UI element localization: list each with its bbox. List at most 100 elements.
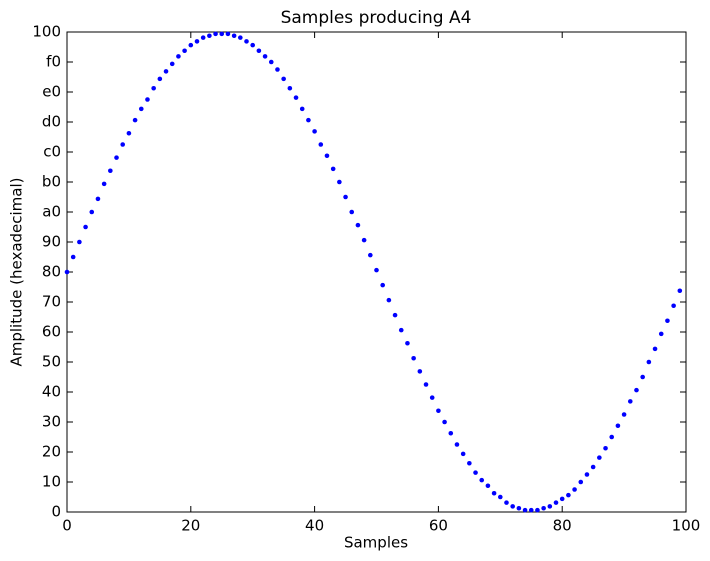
data-point: [312, 129, 317, 134]
data-point: [256, 48, 262, 54]
data-point: [163, 69, 169, 74]
data-point: [572, 487, 577, 492]
y-tick-label: 30: [42, 413, 61, 431]
data-point: [528, 507, 534, 513]
data-point: [646, 359, 652, 365]
data-point: [491, 490, 497, 496]
data-point: [293, 95, 299, 100]
data-point: [368, 252, 373, 258]
data-point: [460, 451, 466, 457]
y-tick-label: 0: [51, 503, 61, 521]
data-point: [238, 35, 243, 40]
data-point: [479, 477, 485, 483]
x-tick-label: 0: [62, 517, 72, 535]
data-point: [275, 67, 280, 72]
data-point: [423, 382, 429, 387]
data-point: [429, 395, 435, 400]
data-point: [182, 48, 187, 54]
data-point: [473, 470, 478, 475]
data-point: [392, 312, 398, 318]
y-tick-label: e0: [42, 83, 61, 101]
y-tick-label: 90: [42, 233, 61, 251]
data-point: [89, 209, 95, 215]
data-point: [95, 196, 101, 202]
data-point: [566, 492, 571, 498]
data-point: [436, 408, 441, 414]
data-point: [498, 494, 503, 500]
data-point: [108, 168, 113, 174]
data-point: [138, 106, 144, 112]
data-point: [194, 39, 200, 44]
y-tick-label: 60: [42, 323, 61, 341]
data-point: [658, 331, 664, 337]
data-point: [405, 340, 410, 346]
data-point: [244, 39, 249, 44]
data-point: [535, 507, 540, 513]
data-point: [386, 297, 392, 303]
data-point: [250, 42, 255, 48]
x-tick-label: 80: [553, 517, 572, 535]
data-point: [114, 155, 119, 160]
data-point: [671, 303, 676, 309]
data-point: [225, 31, 231, 37]
y-tick-label: 50: [42, 353, 61, 371]
data-point: [299, 106, 305, 112]
data-point: [411, 355, 416, 361]
data-point: [157, 76, 163, 82]
y-tick-label: a0: [42, 203, 61, 221]
y-tick-label: d0: [42, 113, 61, 131]
data-point: [169, 61, 175, 67]
data-point: [380, 282, 385, 288]
chart-title: Samples producing A4: [281, 8, 472, 28]
data-point: [101, 181, 107, 187]
x-tick-label: 40: [305, 517, 324, 535]
data-point: [603, 445, 608, 451]
y-tick-label: 70: [42, 293, 61, 311]
data-point: [349, 209, 355, 215]
data-point: [324, 153, 330, 159]
data-point: [126, 130, 132, 136]
data-point: [621, 412, 627, 417]
y-tick-label: c0: [43, 143, 61, 161]
data-point: [615, 423, 621, 429]
data-point: [597, 455, 602, 460]
y-axis-label: Amplitude (hexadecimal): [8, 177, 26, 366]
data-point: [547, 504, 553, 509]
data-point: [268, 59, 274, 65]
data-point: [553, 500, 559, 505]
data-point: [522, 507, 528, 513]
data-point: [374, 267, 379, 273]
data-point: [467, 460, 472, 466]
y-tick-label: 10: [42, 473, 61, 491]
data-point: [120, 142, 126, 147]
data-point: [454, 442, 460, 447]
data-point: [417, 369, 423, 374]
data-point: [627, 399, 633, 404]
data-point: [652, 346, 658, 352]
data-point: [132, 117, 138, 123]
data-point: [609, 434, 615, 440]
y-tick-label: 80: [42, 263, 61, 281]
data-point: [77, 239, 82, 245]
data-point: [64, 269, 70, 275]
data-point: [361, 237, 367, 243]
data-point: [677, 288, 683, 294]
data-point: [448, 430, 454, 436]
data-point: [176, 54, 181, 59]
data-point: [485, 483, 491, 489]
data-point: [330, 166, 336, 172]
data-point: [442, 419, 447, 425]
data-point: [306, 117, 311, 123]
x-axis-label: Samples: [344, 534, 408, 552]
data-point: [231, 33, 237, 39]
data-point: [504, 500, 509, 505]
data-point: [200, 35, 206, 40]
data-point: [318, 142, 324, 147]
data-point: [262, 54, 268, 59]
data-point: [590, 464, 596, 470]
data-point: [337, 179, 342, 185]
x-tick-label: 20: [181, 517, 200, 535]
data-point: [83, 224, 88, 230]
